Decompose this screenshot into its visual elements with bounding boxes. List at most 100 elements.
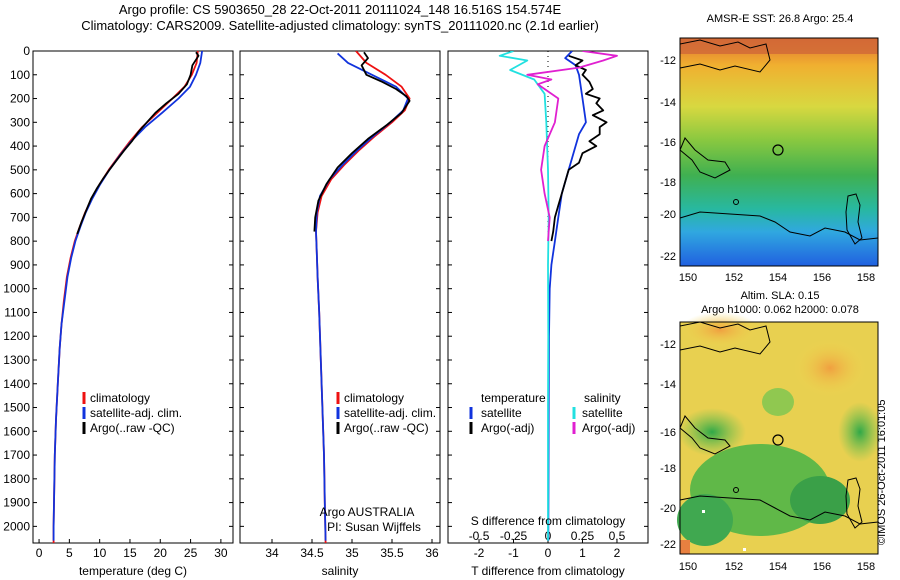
reef-dot bbox=[733, 487, 739, 493]
depth-tick-label: 1800 bbox=[3, 472, 30, 486]
lat-tick-label: -20 bbox=[660, 209, 676, 221]
legend-label-t-argo: Argo(-adj) bbox=[481, 421, 534, 435]
depth-tick-label: 1400 bbox=[3, 377, 30, 391]
s-tick-label: 0.5 bbox=[609, 529, 626, 543]
x-tick-label: 1 bbox=[579, 546, 586, 560]
sla-low-west bbox=[678, 408, 746, 456]
series-line-argo-raw-qc bbox=[76, 51, 200, 235]
x-tick-label: 15 bbox=[123, 546, 137, 560]
series-line-t-argo-adj bbox=[550, 54, 608, 242]
s-tick-label: 0.25 bbox=[571, 529, 595, 543]
sla-low-center bbox=[762, 388, 794, 416]
legend-label-s-satellite: satellite bbox=[582, 406, 623, 420]
x-tick-label: 20 bbox=[154, 546, 168, 560]
x-tick-label: 25 bbox=[184, 546, 198, 560]
lat-tick-label: -14 bbox=[660, 97, 676, 109]
depth-tick-label: 1100 bbox=[4, 305, 30, 319]
reef-outline-east bbox=[845, 477, 863, 529]
s-tick-label: -0.5 bbox=[469, 529, 490, 543]
salinity-panel-frame bbox=[239, 50, 441, 544]
lon-tick-label: 158 bbox=[857, 272, 875, 284]
s-difference-axis-label: S difference from climatology bbox=[471, 514, 626, 528]
depth-tick-label: 1300 bbox=[3, 353, 30, 367]
x-tick-label: 30 bbox=[214, 546, 228, 560]
legend-label-argo: Argo(..raw -QC) bbox=[344, 421, 429, 435]
lat-tick-label: -20 bbox=[660, 503, 676, 515]
legend-heading-salinity: salinity bbox=[584, 391, 621, 405]
data-point-marker bbox=[743, 548, 746, 551]
figure-title-line-2: Climatology: CARS2009. Satellite-adjuste… bbox=[81, 18, 599, 33]
lon-tick-label: 152 bbox=[725, 272, 743, 284]
x-tick-label: 35 bbox=[345, 546, 359, 560]
temperature-panel-frame bbox=[32, 50, 234, 544]
sla-low-south-core bbox=[790, 476, 850, 524]
series-line-satellite-adj-clim bbox=[315, 52, 409, 541]
lon-tick-label: 154 bbox=[769, 272, 787, 284]
argo-float-marker bbox=[772, 434, 784, 446]
series-line-s-satellite bbox=[498, 51, 550, 541]
x-tick-label: 34.5 bbox=[300, 546, 324, 560]
depth-tick-label: 400 bbox=[10, 139, 30, 153]
sla-map-title-line-1: Altim. SLA: 0.15 bbox=[740, 290, 820, 302]
series-line-satellite-adj-clim bbox=[52, 51, 203, 541]
lat-tick-label: -22 bbox=[660, 251, 676, 263]
figure-title-line-1: Argo profile: CS 5903650_28 22-Oct-2011 … bbox=[118, 2, 562, 17]
legend-label-s-argo: Argo(-adj) bbox=[582, 421, 635, 435]
depth-tick-label: 1200 bbox=[3, 329, 30, 343]
x-tick-label: 2 bbox=[614, 546, 621, 560]
t-difference-axis-label: T difference from climatology bbox=[471, 564, 625, 578]
legend-heading-temperature: temperature bbox=[481, 391, 546, 405]
sst-map-title: AMSR-E SST: 26.8 Argo: 25.4 bbox=[706, 13, 854, 25]
sla-map bbox=[677, 312, 882, 555]
data-point-marker bbox=[702, 510, 705, 513]
lon-tick-label: 156 bbox=[813, 561, 831, 573]
depth-tick-label: 1500 bbox=[3, 401, 30, 415]
x-tick-label: 34 bbox=[265, 546, 279, 560]
x-tick-label: 0 bbox=[36, 546, 43, 560]
sst-field bbox=[680, 38, 878, 266]
temperature-legend: climatology satellite-adj. clim. Argo(..… bbox=[82, 391, 182, 435]
series-line-argo-raw-qc bbox=[313, 51, 411, 232]
lon-tick-label: 154 bbox=[769, 561, 787, 573]
lon-tick-label: 152 bbox=[725, 561, 743, 573]
s-tick-label: -0.25 bbox=[500, 529, 528, 543]
salinity-series-group bbox=[313, 51, 411, 543]
depth-tick-label: 2000 bbox=[3, 519, 30, 533]
x-tick-label: 0 bbox=[545, 546, 552, 560]
lat-tick-label: -18 bbox=[660, 463, 676, 475]
sla-low-east bbox=[838, 402, 882, 462]
depth-tick-label: 700 bbox=[10, 210, 30, 224]
x-tick-label: 5 bbox=[66, 546, 73, 560]
x-tick-label: 36 bbox=[425, 546, 439, 560]
lat-tick-label: -22 bbox=[660, 539, 676, 551]
sst-map-frame bbox=[679, 37, 879, 267]
sst-map bbox=[679, 37, 879, 267]
lat-tick-label: -16 bbox=[660, 427, 676, 439]
depth-tick-label: 100 bbox=[10, 68, 30, 82]
difference-legend: temperature salinity satellite Argo(-adj… bbox=[469, 391, 635, 528]
series-line-climatology bbox=[52, 51, 199, 543]
lon-tick-label: 150 bbox=[679, 272, 697, 284]
reef-outline-west bbox=[679, 137, 731, 179]
lon-tick-label: 156 bbox=[813, 272, 831, 284]
sst-warm-band bbox=[680, 38, 878, 54]
sla-low-southwest bbox=[677, 494, 733, 546]
depth-tick-label: 600 bbox=[10, 187, 30, 201]
depth-tick-label: 1000 bbox=[3, 282, 30, 296]
depth-tick-label: 1700 bbox=[3, 448, 30, 462]
argo-float-marker bbox=[772, 144, 784, 156]
lon-tick-label: 158 bbox=[857, 561, 875, 573]
depth-tick-label: 900 bbox=[10, 258, 30, 272]
sla-map-title-line-2: Argo h1000: 0.062 h2000: 0.078 bbox=[701, 304, 859, 316]
salinity-legend: climatology satellite-adj. clim. Argo(..… bbox=[320, 391, 436, 534]
lat-tick-label: -12 bbox=[660, 55, 676, 67]
sla-high-northeast bbox=[792, 338, 868, 398]
lon-tick-label: 150 bbox=[679, 561, 697, 573]
depth-tick-label: 500 bbox=[10, 163, 30, 177]
sla-high-north bbox=[680, 312, 760, 348]
legend-label-t-satellite: satellite bbox=[481, 406, 522, 420]
depth-tick-label: 1600 bbox=[3, 424, 30, 438]
reef-outline-west bbox=[679, 415, 731, 455]
float-program-label: Argo AUSTRALIA bbox=[320, 505, 415, 519]
depth-tick-label: 0 bbox=[23, 44, 30, 58]
